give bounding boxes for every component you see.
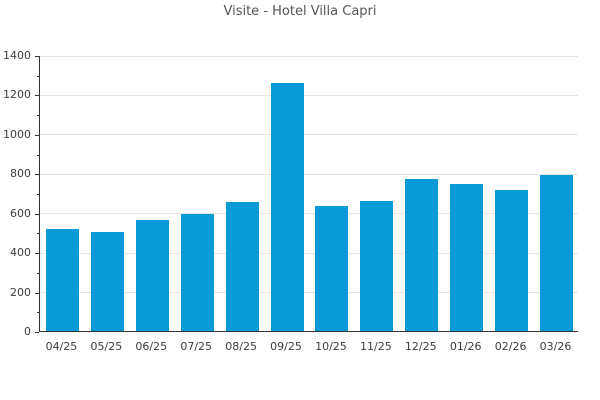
gridline-1000 bbox=[40, 134, 578, 136]
x-tick-label-03/26: 03/26 bbox=[539, 340, 572, 353]
gridline-600 bbox=[40, 213, 578, 215]
gridline-400 bbox=[40, 252, 578, 254]
y-major-tick-200 bbox=[35, 292, 39, 294]
x-tick-label-11/25: 11/25 bbox=[360, 340, 392, 353]
plot-area bbox=[39, 56, 578, 332]
x-tick-label-02/26: 02/26 bbox=[494, 340, 527, 353]
x-tick-label-09/25: 09/25 bbox=[270, 340, 302, 353]
y-minor-tick-900 bbox=[36, 154, 39, 156]
bar-10/25 bbox=[315, 205, 349, 331]
y-major-tick-800 bbox=[35, 174, 39, 176]
y-tick-label-1000: 1000 bbox=[3, 127, 31, 141]
y-minor-tick-1300 bbox=[36, 75, 39, 77]
y-tick-label-200: 200 bbox=[10, 285, 31, 299]
x-tick-label-12/25: 12/25 bbox=[404, 340, 437, 353]
y-minor-tick-700 bbox=[36, 194, 39, 195]
y-tick-label-1400: 1400 bbox=[3, 49, 31, 62]
gridline-200 bbox=[40, 292, 578, 294]
y-major-tick-1400 bbox=[35, 56, 39, 57]
gridline-1200 bbox=[40, 94, 578, 96]
bar-11/25 bbox=[360, 200, 394, 331]
y-tick-label-800: 800 bbox=[10, 167, 31, 181]
y-major-tick-1200 bbox=[35, 95, 39, 97]
y-major-tick-600 bbox=[35, 213, 39, 215]
y-tick-label-600: 600 bbox=[10, 206, 31, 220]
y-tick-label-0: 0 bbox=[24, 325, 31, 338]
y-minor-tick-1100 bbox=[36, 115, 39, 117]
x-tick-label-05/25: 05/25 bbox=[90, 340, 123, 353]
y-tick-label-400: 400 bbox=[10, 246, 31, 260]
bar-06/25 bbox=[135, 219, 169, 331]
gridline-1400 bbox=[40, 56, 578, 57]
bar-08/25 bbox=[225, 201, 259, 331]
gridline-800 bbox=[40, 173, 578, 175]
bar-12/25 bbox=[405, 178, 439, 331]
y-major-tick-400 bbox=[35, 253, 39, 255]
bar-04/25 bbox=[45, 229, 79, 331]
x-tick-label-08/25: 08/25 bbox=[225, 340, 257, 353]
chart-title: Visite - Hotel Villa Capri bbox=[223, 4, 377, 19]
x-tick-label-06/25: 06/25 bbox=[135, 340, 168, 353]
bar-02/26 bbox=[495, 190, 529, 331]
y-minor-tick-100 bbox=[36, 312, 39, 314]
y-minor-tick-300 bbox=[36, 272, 39, 274]
x-tick-label-07/25: 07/25 bbox=[180, 340, 213, 353]
y-major-tick-0 bbox=[35, 332, 39, 333]
y-minor-tick-500 bbox=[36, 233, 39, 235]
bar-05/25 bbox=[90, 232, 124, 331]
x-tick-label-10/25: 10/25 bbox=[315, 340, 347, 353]
bar-07/25 bbox=[180, 213, 214, 331]
bar-03/26 bbox=[540, 175, 574, 331]
bar-01/26 bbox=[450, 184, 484, 331]
y-tick-label-1200: 1200 bbox=[3, 88, 31, 102]
x-tick-label-04/25: 04/25 bbox=[45, 340, 78, 353]
y-major-tick-1000 bbox=[35, 134, 39, 136]
bar-09/25 bbox=[270, 82, 304, 331]
x-tick-label-01/26: 01/26 bbox=[449, 340, 482, 353]
